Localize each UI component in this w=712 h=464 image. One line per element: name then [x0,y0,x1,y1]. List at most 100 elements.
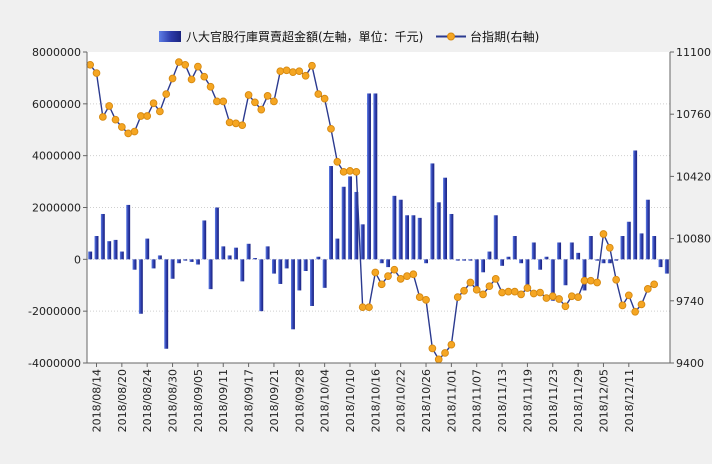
line-point [415,293,424,301]
legend-bar-swatch [159,31,181,42]
bar [417,217,422,260]
bar [195,259,200,265]
bar [398,199,403,260]
line-point [555,295,563,303]
x-tick-label: 2018/12/11 [623,369,636,432]
bar [531,242,536,260]
bar [474,259,479,291]
x-tick-label: 2018/11/23 [547,369,560,432]
line-point [529,289,538,298]
bar [550,259,555,301]
line-point [137,112,145,120]
line-point [244,91,253,99]
bar [563,259,568,286]
x-tick-label: 2018/08/14 [91,369,104,432]
line-point [377,280,386,289]
bar [303,259,308,271]
bar [113,239,118,260]
line-point [466,278,475,287]
y-right-tick-label: 10420 [676,170,711,183]
bar [221,246,226,260]
line-point [98,113,107,121]
line-point [219,97,228,106]
bar [595,259,600,261]
line-point [618,301,627,310]
bar [240,259,245,282]
bar [436,202,441,260]
x-tick-label: 2018/11/19 [521,369,534,432]
bar [614,259,619,261]
bar [576,252,581,260]
line-point [580,276,589,285]
line-point [441,349,449,357]
line-point [561,302,570,311]
bar [664,259,669,274]
line-point [333,157,342,166]
bar [512,236,517,260]
bar [278,259,283,284]
bar [519,259,524,264]
bar [582,259,587,291]
line-point [276,67,285,76]
line-point [593,278,601,287]
bar [500,259,505,266]
x-tick-label: 2018/11/07 [471,369,484,432]
line-point [187,75,196,84]
line-point [270,97,278,106]
line-point [162,90,171,98]
bar [348,176,352,260]
x-tick-label: 2018/08/24 [141,369,154,432]
x-axis: 2018/08/14 2018/08/20 2018/08/24 2018/08/30… [91,363,636,432]
x-tick-label: 2018/09/21 [268,369,281,432]
bar [607,259,612,264]
bar [411,215,416,260]
line-point [479,290,487,299]
line-point [447,340,456,349]
bar [588,236,593,260]
x-tick-label: 2018/12/05 [597,369,610,432]
bar [424,259,428,264]
line-point [637,300,646,309]
x-tick-label: 2018/09/11 [217,369,230,432]
y-right-tick-label: 9400 [676,357,704,370]
bar [538,259,543,270]
y-right-tick-label: 9740 [676,295,704,308]
line-point [251,98,259,107]
bar [367,93,371,260]
line-point [548,292,557,301]
bar [151,259,156,269]
line-point [624,291,633,300]
line-point [384,272,392,280]
bar [119,251,124,260]
line-point [504,287,513,296]
bar [297,259,302,291]
bar [107,241,112,260]
bar [468,259,473,261]
line-point [346,167,354,175]
y-left-tick-label: 6000000 [32,98,81,111]
x-tick-label: 2018/09/28 [293,369,306,432]
line-point [295,67,304,76]
x-tick-label: 2018/11/29 [572,369,585,432]
line-point [289,68,297,76]
x-tick-label: 2018/11/01 [445,369,458,432]
bar [164,259,169,349]
line-point [517,290,525,299]
y-left-tick-label: -4000000 [28,357,81,370]
bar [360,224,365,260]
bar [462,259,467,261]
line-point [371,268,380,277]
bar [265,246,270,260]
line-point [396,274,405,283]
bar [639,233,644,260]
line-point [168,74,177,83]
line-point [130,127,139,136]
x-tick-label: 2018/10/22 [395,369,408,432]
line-point [232,119,240,128]
line-point [282,66,291,75]
line-point [200,72,209,81]
line-point [485,282,494,291]
line-point [118,123,126,131]
y-right-tick-label: 11100 [676,46,711,59]
line-point [599,230,608,238]
